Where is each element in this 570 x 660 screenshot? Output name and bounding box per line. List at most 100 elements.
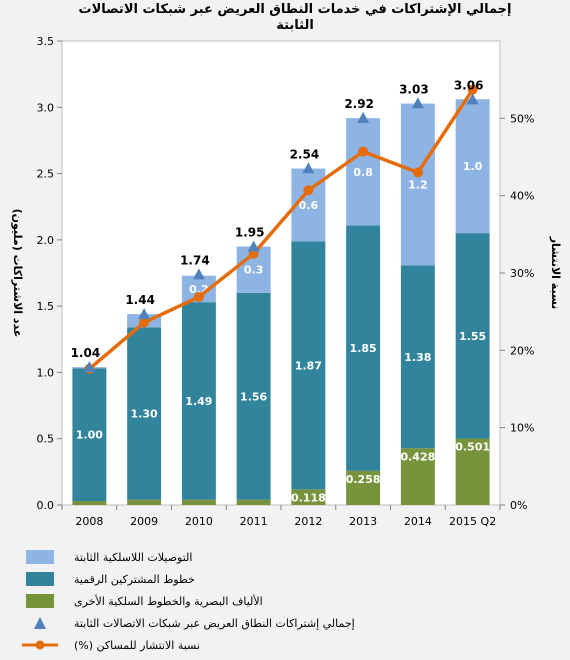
bar-segment — [236, 292, 271, 500]
legend-label: التوصيلات اللاسلكية الثابتة — [74, 550, 193, 564]
total-value-label: 1.74 — [180, 253, 210, 267]
bar-data-label: 1.30 — [131, 408, 158, 421]
y-tick-label: 2.0 — [37, 234, 55, 247]
bar-data-label: 0.118 — [291, 491, 326, 504]
x-tick-label: 2009 — [130, 515, 158, 528]
legend-item: خطوط المشتركين الرقمية — [20, 570, 195, 588]
y2-tick-label: 10% — [510, 422, 534, 435]
bar-segment — [291, 489, 326, 505]
bar-data-label: 1.56 — [240, 390, 267, 403]
y2-tick-label: 50% — [510, 112, 534, 125]
y-tick-label: 1.0 — [37, 366, 55, 379]
total-marker — [83, 361, 96, 373]
legend-label: إجمالي إشتراكات النطاق العريض عبر شبكات … — [74, 616, 355, 630]
penetration-point — [467, 84, 478, 95]
legend-item: إجمالي إشتراكات النطاق العريض عبر شبكات … — [20, 614, 355, 632]
y-tick-label: 3.0 — [37, 101, 55, 114]
bar-segment — [400, 265, 435, 449]
legend-label: خطوط المشتركين الرقمية — [74, 572, 195, 586]
chart-plot: 0.0 0.5 1.0 1.5 2.0 2.5 3.0 3.5 0% 10% 20% 30% 40% 50… — [11, 35, 562, 528]
total-marker — [357, 111, 370, 123]
total-value-label: 2.54 — [290, 147, 320, 161]
total-value-label: 3.06 — [454, 78, 484, 92]
chart-title: إجمالي الإشتراكات في خدمات النطاق العريض… — [78, 2, 512, 33]
bar-segment — [455, 438, 490, 505]
y-tick-label: 3.5 — [37, 35, 55, 48]
bar-segment — [455, 99, 490, 234]
bar-data-label: 1.0 — [463, 160, 483, 173]
bar-data-label: 0.8 — [353, 166, 373, 179]
bar-data-label: 0.501 — [455, 441, 490, 454]
legend-label: نسبة الانتشار للمساكن (%) — [74, 638, 200, 652]
total-value-label: 2.92 — [344, 97, 374, 111]
total-value-label: 3.03 — [399, 82, 429, 96]
bar-data-label: 1.38 — [404, 351, 431, 364]
bar-segment — [72, 368, 107, 502]
bar-segment — [346, 225, 381, 471]
penetration-point — [412, 167, 423, 178]
legend-symbol — [20, 570, 60, 588]
x-tick-label: 2012 — [294, 515, 322, 528]
bar-data-label: 1.87 — [295, 359, 322, 372]
total-marker — [247, 240, 260, 252]
total-marker — [411, 97, 424, 109]
bar-segment — [127, 499, 162, 505]
x-tick-label: 2011 — [240, 515, 268, 528]
legend-item: التوصيلات اللاسلكية الثابتة — [20, 548, 192, 566]
penetration-point — [303, 185, 314, 196]
penetration-point — [193, 291, 204, 302]
bar-segment — [291, 241, 326, 490]
penetration-point — [139, 317, 150, 328]
y-tick-label: 2.5 — [37, 168, 55, 181]
y-tick-label: 0.5 — [37, 433, 55, 446]
bar-data-label: 0.6 — [299, 199, 319, 212]
bar-segment — [400, 448, 435, 505]
x-tick-label: 2008 — [75, 515, 103, 528]
legend-symbol — [20, 636, 60, 654]
y2-tick-label: 30% — [510, 267, 534, 280]
bar-data-label: 0.3 — [244, 264, 264, 277]
total-marker — [302, 162, 315, 174]
bar-segment — [400, 103, 435, 266]
legend-symbol — [20, 592, 60, 610]
total-marker — [466, 93, 479, 105]
bar-segment — [236, 499, 271, 505]
bar-segment — [127, 327, 162, 500]
x-tick-label: 2015 Q2 — [449, 515, 496, 528]
bar-segment — [181, 499, 216, 505]
bar-segment — [346, 118, 381, 226]
penetration-line — [88, 88, 475, 371]
chart-legend: التوصيلات اللاسلكية الثابتة خطوط المشتركي… — [0, 540, 570, 660]
bar-segment — [72, 501, 107, 505]
y2-tick-label: 0% — [510, 499, 527, 512]
total-marker — [138, 308, 151, 320]
total-value-label: 1.04 — [71, 346, 101, 360]
y-axis-title: عدد الاشتراكات (مليون) — [11, 209, 24, 338]
bar-data-label: 1.85 — [350, 342, 377, 355]
bar-data-label: 1.00 — [76, 429, 103, 442]
y2-tick-label: 40% — [510, 190, 534, 203]
total-marker — [192, 268, 205, 280]
x-tick-label: 2010 — [185, 515, 213, 528]
legend-item: نسبة الانتشار للمساكن (%) — [20, 636, 200, 654]
legend-item: الألياف البصرية والخطوط السلكية الأخرى — [20, 592, 263, 610]
bar-segment — [346, 470, 381, 505]
legend-symbol — [20, 548, 60, 566]
y-tick-label: 0.0 — [37, 499, 55, 512]
bar-data-label: 1.55 — [459, 330, 486, 343]
y-tick-label: 1.5 — [37, 300, 55, 313]
total-value-label: 1.44 — [125, 293, 155, 307]
total-value-label: 1.95 — [235, 225, 265, 239]
bar-segment — [181, 302, 216, 500]
y2-tick-label: 20% — [510, 344, 534, 357]
bar-data-label: 1.49 — [185, 395, 212, 408]
bar-data-label: 0.258 — [346, 473, 381, 486]
y2-axis-title: نسبة الانتشار — [549, 236, 562, 310]
bar-data-label: 1.2 — [408, 178, 428, 191]
bar-segment — [455, 233, 490, 439]
legend-symbol — [20, 614, 60, 632]
legend-label: الألياف البصرية والخطوط السلكية الأخرى — [74, 594, 263, 608]
bar-data-label: 0.428 — [400, 450, 435, 463]
x-tick-label: 2014 — [404, 515, 432, 528]
